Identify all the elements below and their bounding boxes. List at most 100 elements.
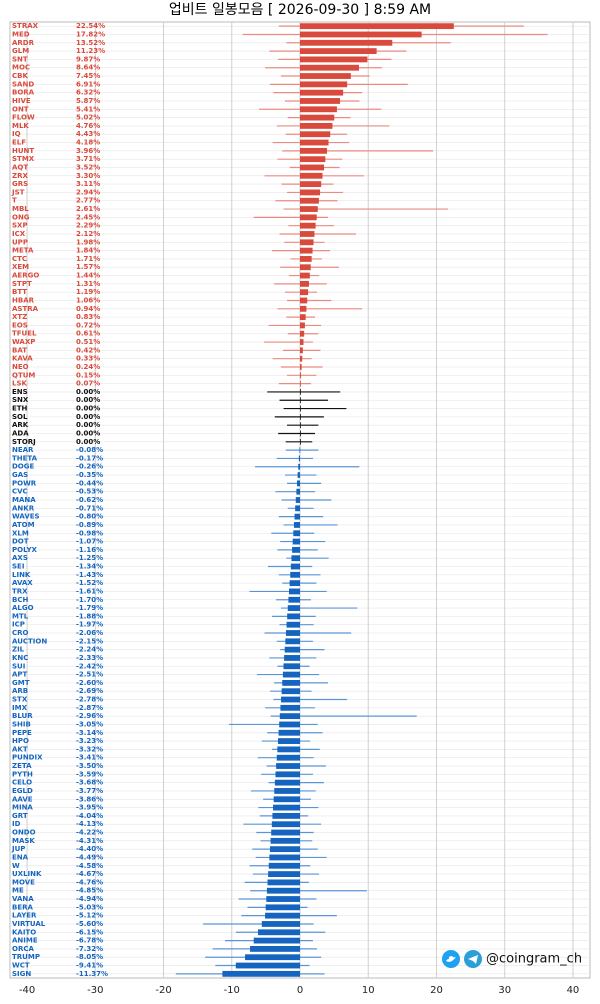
bar (300, 256, 312, 262)
change-label: 6.32% (76, 89, 100, 97)
bar (285, 630, 300, 636)
change-label: 2.77% (76, 197, 100, 205)
change-label: 7.45% (76, 72, 100, 80)
change-label: -3.50% (76, 762, 103, 770)
coin-label: TRUMP (12, 953, 40, 961)
coin-label: SNX (12, 396, 29, 404)
coin-label: SIGN (12, 970, 31, 978)
coin-label: AVAX (12, 579, 33, 587)
coin-label: MED (12, 30, 30, 38)
bar (300, 231, 315, 237)
change-label: -0.80% (76, 513, 103, 521)
coin-label: IMX (12, 704, 28, 712)
change-label: -4.04% (76, 812, 103, 820)
bar (300, 197, 319, 204)
bar (300, 222, 316, 229)
bar (300, 364, 302, 370)
change-label: 22.54% (76, 22, 105, 30)
change-label: -0.98% (76, 529, 103, 537)
change-label: -6.15% (76, 928, 103, 936)
coin-label: GRS (12, 180, 28, 188)
bar (272, 812, 300, 819)
change-label: 3.96% (76, 147, 100, 155)
change-label: 1.06% (76, 296, 100, 304)
bar (300, 372, 302, 379)
coin-label: WCT (12, 962, 30, 970)
coin-label: ONT (12, 105, 29, 113)
change-label: 4.18% (76, 139, 100, 147)
change-label: -0.44% (76, 479, 103, 487)
coin-label: XTZ (12, 313, 27, 321)
change-label: -11.37% (76, 970, 108, 978)
x-tick-label: -40 (19, 985, 35, 996)
bar (281, 688, 300, 695)
change-label: 2.61% (76, 205, 100, 213)
coin-label: AERGO (12, 272, 39, 280)
change-label: 0.00% (76, 388, 100, 396)
bar (277, 746, 300, 753)
change-label: 3.71% (76, 155, 100, 163)
coin-label: TRX (12, 587, 28, 595)
coin-label: SOL (12, 413, 28, 421)
change-label: -3.05% (76, 720, 103, 728)
change-label: 2.94% (76, 188, 100, 196)
bar (287, 613, 300, 620)
change-label: 0.72% (76, 321, 100, 329)
coin-label: POLYX (12, 546, 38, 554)
change-label: -0.35% (76, 471, 103, 479)
change-label: 1.57% (76, 263, 100, 271)
bar (292, 538, 300, 545)
change-label: -5.12% (76, 912, 103, 920)
change-label: 4.76% (76, 122, 100, 130)
bar (300, 239, 314, 246)
bar (299, 447, 301, 454)
bar (300, 123, 333, 129)
change-label: -4.40% (76, 845, 103, 853)
coin-label: IQ (12, 130, 21, 138)
bar (300, 422, 301, 429)
bar (300, 314, 306, 321)
x-tick-label: 0 (297, 985, 303, 996)
coin-label: CVC (12, 488, 28, 496)
bar (284, 646, 300, 653)
change-label: -9.41% (76, 962, 103, 970)
coin-label: ORCA (12, 945, 34, 953)
change-label: 5.41% (76, 105, 100, 113)
coin-label: GRT (12, 812, 28, 820)
coin-label: ENA (12, 853, 29, 861)
change-label: -2.42% (76, 662, 103, 670)
bar (276, 763, 300, 769)
bar (298, 463, 300, 470)
change-label: -7.32% (76, 945, 103, 953)
change-label: 0.00% (76, 429, 100, 437)
change-label: 0.83% (76, 313, 100, 321)
bar (300, 39, 393, 46)
change-label: 0.61% (76, 330, 100, 338)
change-label: -4.22% (76, 829, 103, 837)
coin-label: CRO (12, 629, 29, 637)
coin-label: ME (12, 887, 24, 895)
change-label: -2.60% (76, 679, 103, 687)
coin-label: SUI (12, 662, 25, 670)
change-label: 0.94% (76, 305, 100, 313)
bar (290, 571, 300, 578)
coin-label: BCH (12, 596, 28, 604)
change-label: 1.84% (76, 247, 100, 255)
coin-label: JUP (11, 845, 25, 853)
change-label: -1.52% (76, 579, 103, 587)
change-label: -1.25% (76, 554, 103, 562)
coin-label: STX (12, 696, 28, 704)
bar (245, 954, 300, 961)
coin-label: ADA (12, 429, 29, 437)
change-label: -1.43% (76, 571, 103, 579)
change-label: 4.43% (76, 130, 100, 138)
change-label: 0.00% (76, 421, 100, 429)
change-label: 0.00% (76, 438, 100, 446)
plot: -40 -30 -20 -10 0 10 20 30 40 STRAX 22.54% MED 17.82… (9, 21, 591, 996)
bar (300, 156, 326, 163)
coin-label: STORJ (12, 438, 36, 446)
change-label: -4.94% (76, 895, 103, 903)
bar (280, 704, 300, 711)
telegram-glyph (468, 955, 478, 964)
bar (278, 729, 300, 736)
